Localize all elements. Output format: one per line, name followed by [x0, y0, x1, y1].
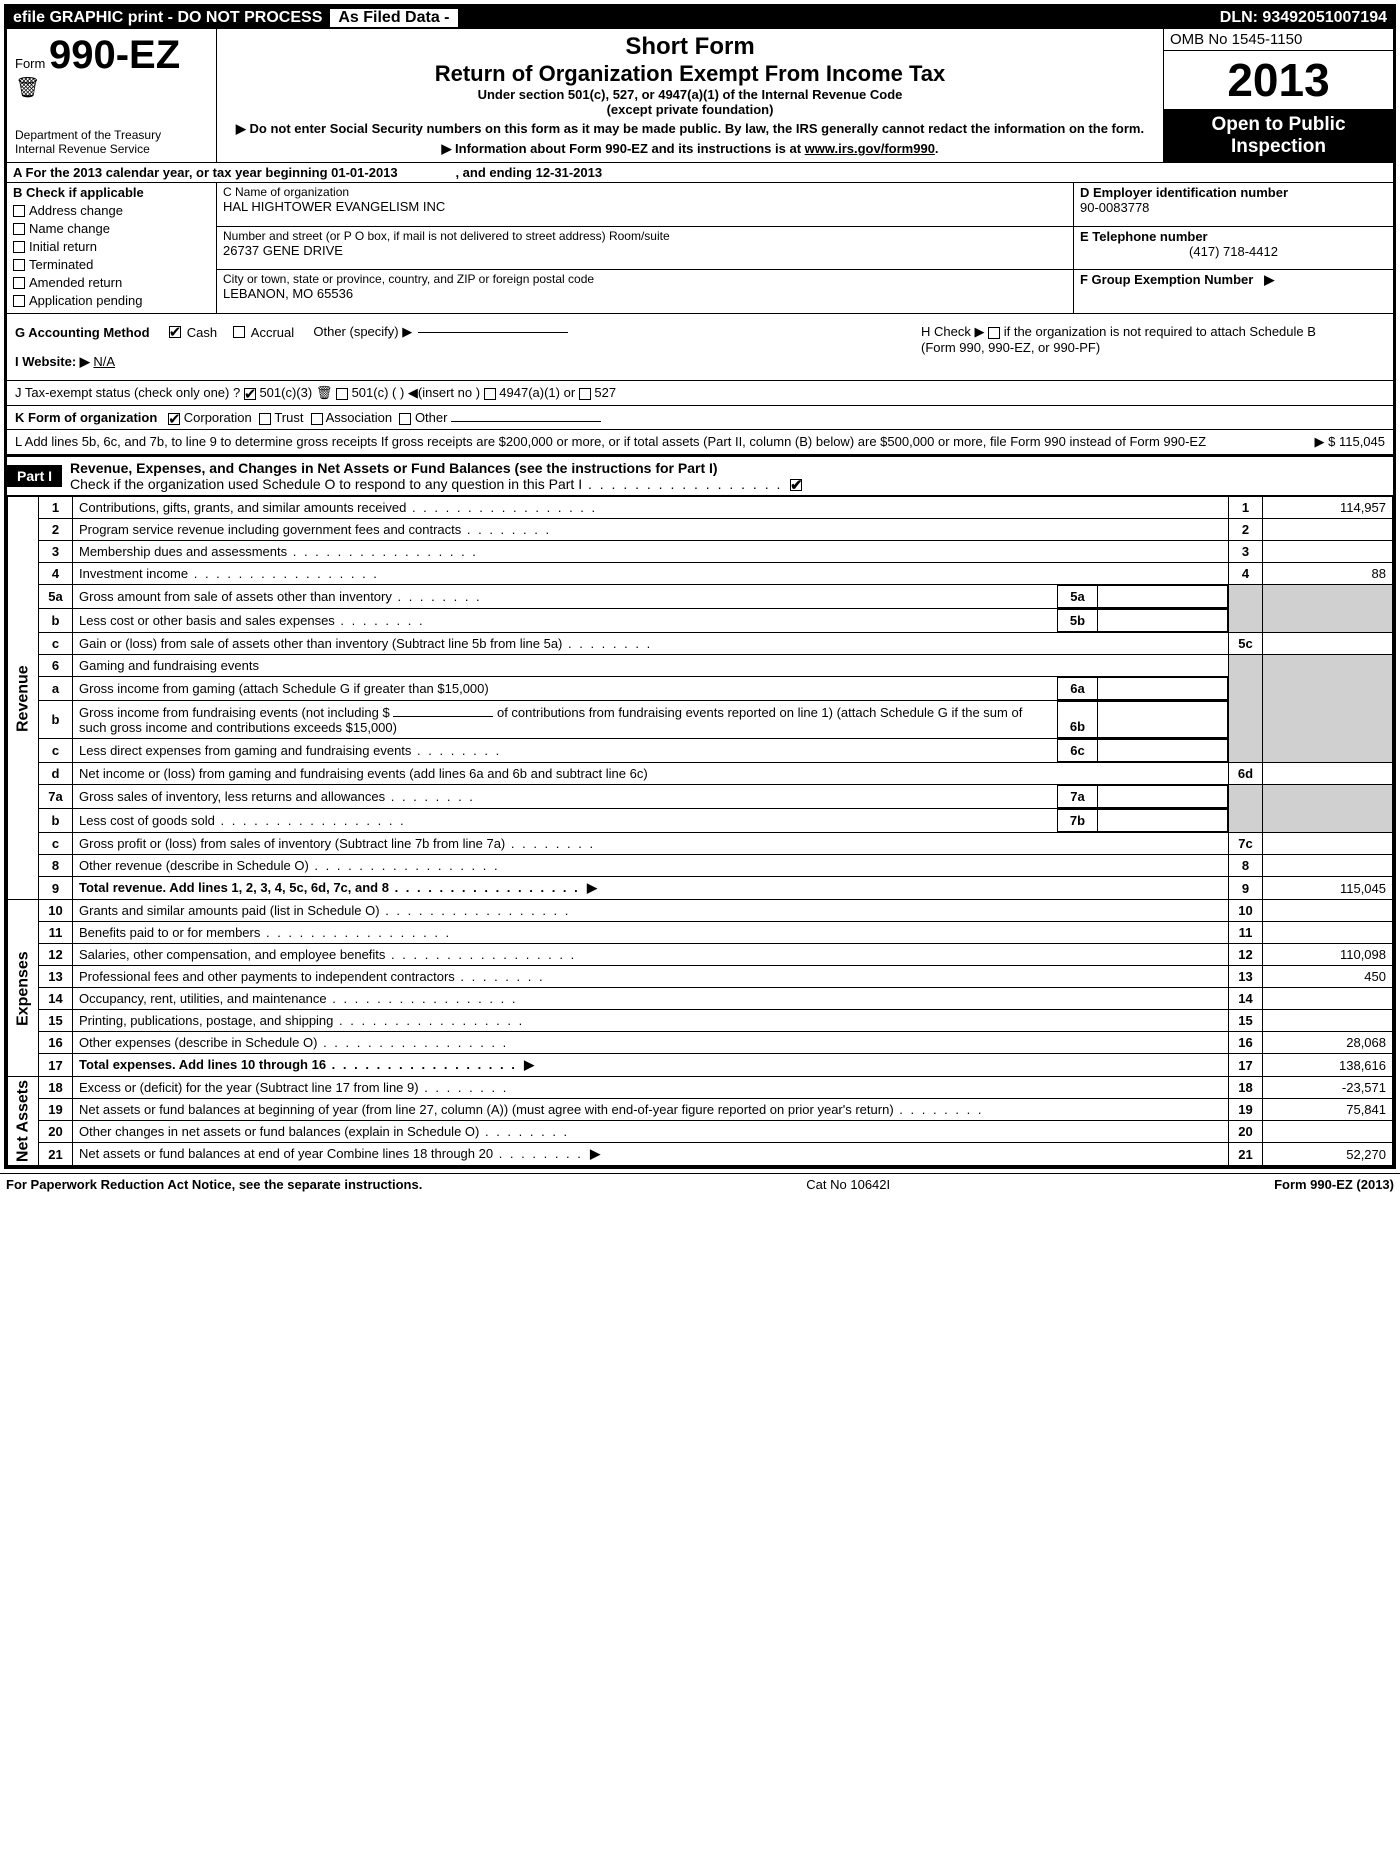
- open-public: Open to Public Inspection: [1164, 110, 1393, 162]
- d-tel-lbl: E Telephone number: [1080, 229, 1387, 244]
- asfiled-text: As Filed Data -: [330, 9, 457, 27]
- c-name-val: HAL HIGHTOWER EVANGELISM INC: [223, 199, 1067, 214]
- part1-tab: Part I: [7, 465, 62, 487]
- part1-title: Revenue, Expenses, and Changes in Net As…: [62, 457, 1393, 495]
- d-tel-val: (417) 718-4412: [1080, 244, 1387, 259]
- line21-val: 52,270: [1263, 1143, 1393, 1166]
- g-label: G Accounting Method: [15, 325, 150, 340]
- c-street-val: 26737 GENE DRIVE: [223, 243, 1067, 258]
- form-prefix: Form: [15, 56, 45, 71]
- form-number: 990-EZ: [49, 33, 180, 77]
- c-city-val: LEBANON, MO 65536: [223, 286, 1067, 301]
- form-sub1: Under section 501(c), 527, or 4947(a)(1)…: [225, 87, 1155, 102]
- line17-val: 138,616: [1263, 1054, 1393, 1077]
- efile-text: efile GRAPHIC print - DO NOT PROCESS: [13, 9, 322, 27]
- footer-mid: Cat No 10642I: [806, 1177, 890, 1192]
- c-street-lbl: Number and street (or P O box, if mail i…: [223, 229, 1067, 243]
- header-row: Form 990-EZ 🗑 Department of the Treasury…: [7, 29, 1393, 163]
- tax-year: 2013: [1164, 51, 1393, 110]
- line19-val: 75,841: [1263, 1099, 1393, 1121]
- d-ein-lbl: D Employer identification number: [1080, 185, 1387, 200]
- line-k: K Form of organization Corporation Trust…: [7, 406, 1393, 430]
- check-address[interactable]: [13, 205, 25, 217]
- line18-val: -23,571: [1263, 1077, 1393, 1099]
- dln-text: DLN: 93492051007194: [1220, 9, 1387, 27]
- check-j2[interactable]: [336, 388, 348, 400]
- part1-header: Part I Revenue, Expenses, and Changes in…: [7, 455, 1393, 496]
- section-a: A For the 2013 calendar year, or tax yea…: [7, 163, 1393, 183]
- c-name-lbl: C Name of organization: [223, 185, 1067, 199]
- line1-val: 114,957: [1263, 497, 1393, 519]
- side-revenue: Revenue: [8, 497, 39, 900]
- short-form: Short Form: [225, 33, 1155, 61]
- row-bcd: B Check if applicable Address change Nam…: [7, 183, 1393, 314]
- check-part1[interactable]: [790, 479, 802, 491]
- check-j3[interactable]: [484, 388, 496, 400]
- line1-text: Contributions, gifts, grants, and simila…: [73, 497, 1229, 519]
- d-grp-lbl: F Group Exemption Number: [1080, 272, 1253, 287]
- check-k1[interactable]: [168, 413, 180, 425]
- col-c: C Name of organization HAL HIGHTOWER EVA…: [217, 183, 1073, 313]
- check-name[interactable]: [13, 223, 25, 235]
- i-val: N/A: [93, 354, 115, 369]
- check-k4[interactable]: [399, 413, 411, 425]
- footer: For Paperwork Reduction Act Notice, see …: [0, 1173, 1400, 1195]
- form-sub2: (except private foundation): [225, 102, 1155, 117]
- form-container: efile GRAPHIC print - DO NOT PROCESS As …: [4, 4, 1396, 1169]
- check-pending[interactable]: [13, 295, 25, 307]
- row-gh: G Accounting Method Cash Accrual Other (…: [7, 314, 1393, 381]
- line13-val: 450: [1263, 966, 1393, 988]
- col-h: H Check ▶ if the organization is not req…: [913, 314, 1393, 380]
- footer-right: Form 990-EZ (2013): [1274, 1177, 1394, 1192]
- l-val: ▶ $ 115,045: [1235, 434, 1385, 450]
- check-accrual[interactable]: [233, 326, 245, 338]
- check-h[interactable]: [988, 327, 1000, 339]
- line-l: L Add lines 5b, 6c, and 7b, to line 9 to…: [7, 430, 1393, 455]
- col-d: D Employer identification number 90-0083…: [1073, 183, 1393, 313]
- d-ein-val: 90-0083778: [1080, 200, 1387, 215]
- top-bar: efile GRAPHIC print - DO NOT PROCESS As …: [7, 7, 1393, 29]
- line9-val: 115,045: [1263, 877, 1393, 900]
- check-terminated[interactable]: [13, 259, 25, 271]
- irs-link[interactable]: www.irs.gov/form990: [805, 141, 935, 156]
- line12-val: 110,098: [1263, 944, 1393, 966]
- dept-line1: Department of the Treasury: [15, 128, 208, 142]
- side-expenses: Expenses: [8, 900, 39, 1077]
- header-left: Form 990-EZ 🗑 Department of the Treasury…: [7, 29, 217, 162]
- footer-left: For Paperwork Reduction Act Notice, see …: [6, 1177, 422, 1192]
- side-netassets: Net Assets: [8, 1077, 39, 1166]
- dept-line2: Internal Revenue Service: [15, 142, 208, 156]
- form-note1: ▶ Do not enter Social Security numbers o…: [225, 121, 1155, 137]
- i-label: I Website: ▶: [15, 354, 90, 369]
- check-j4[interactable]: [579, 388, 591, 400]
- col-b: B Check if applicable Address change Nam…: [7, 183, 217, 313]
- c-city-lbl: City or town, state or province, country…: [223, 272, 1067, 286]
- check-k3[interactable]: [311, 413, 323, 425]
- header-right: OMB No 1545-1150 2013 Open to Public Ins…: [1163, 29, 1393, 162]
- part1-table: Revenue 1 Contributions, gifts, grants, …: [7, 496, 1393, 1166]
- line4-val: 88: [1263, 563, 1393, 585]
- bean-icon: 🗑: [15, 75, 208, 100]
- check-j1[interactable]: [244, 388, 256, 400]
- omb-number: OMB No 1545-1150: [1164, 29, 1393, 51]
- check-k2[interactable]: [259, 413, 271, 425]
- header-center: Short Form Return of Organization Exempt…: [217, 29, 1163, 162]
- check-cash[interactable]: [169, 326, 181, 338]
- line-j: J Tax-exempt status (check only one) ? 5…: [7, 381, 1393, 406]
- b-header: B Check if applicable: [13, 185, 210, 200]
- form-note2: ▶ Information about Form 990-EZ and its …: [225, 141, 1155, 157]
- check-amended[interactable]: [13, 277, 25, 289]
- col-g: G Accounting Method Cash Accrual Other (…: [7, 314, 913, 380]
- line16-val: 28,068: [1263, 1032, 1393, 1054]
- form-title: Return of Organization Exempt From Incom…: [225, 61, 1155, 87]
- check-initial[interactable]: [13, 241, 25, 253]
